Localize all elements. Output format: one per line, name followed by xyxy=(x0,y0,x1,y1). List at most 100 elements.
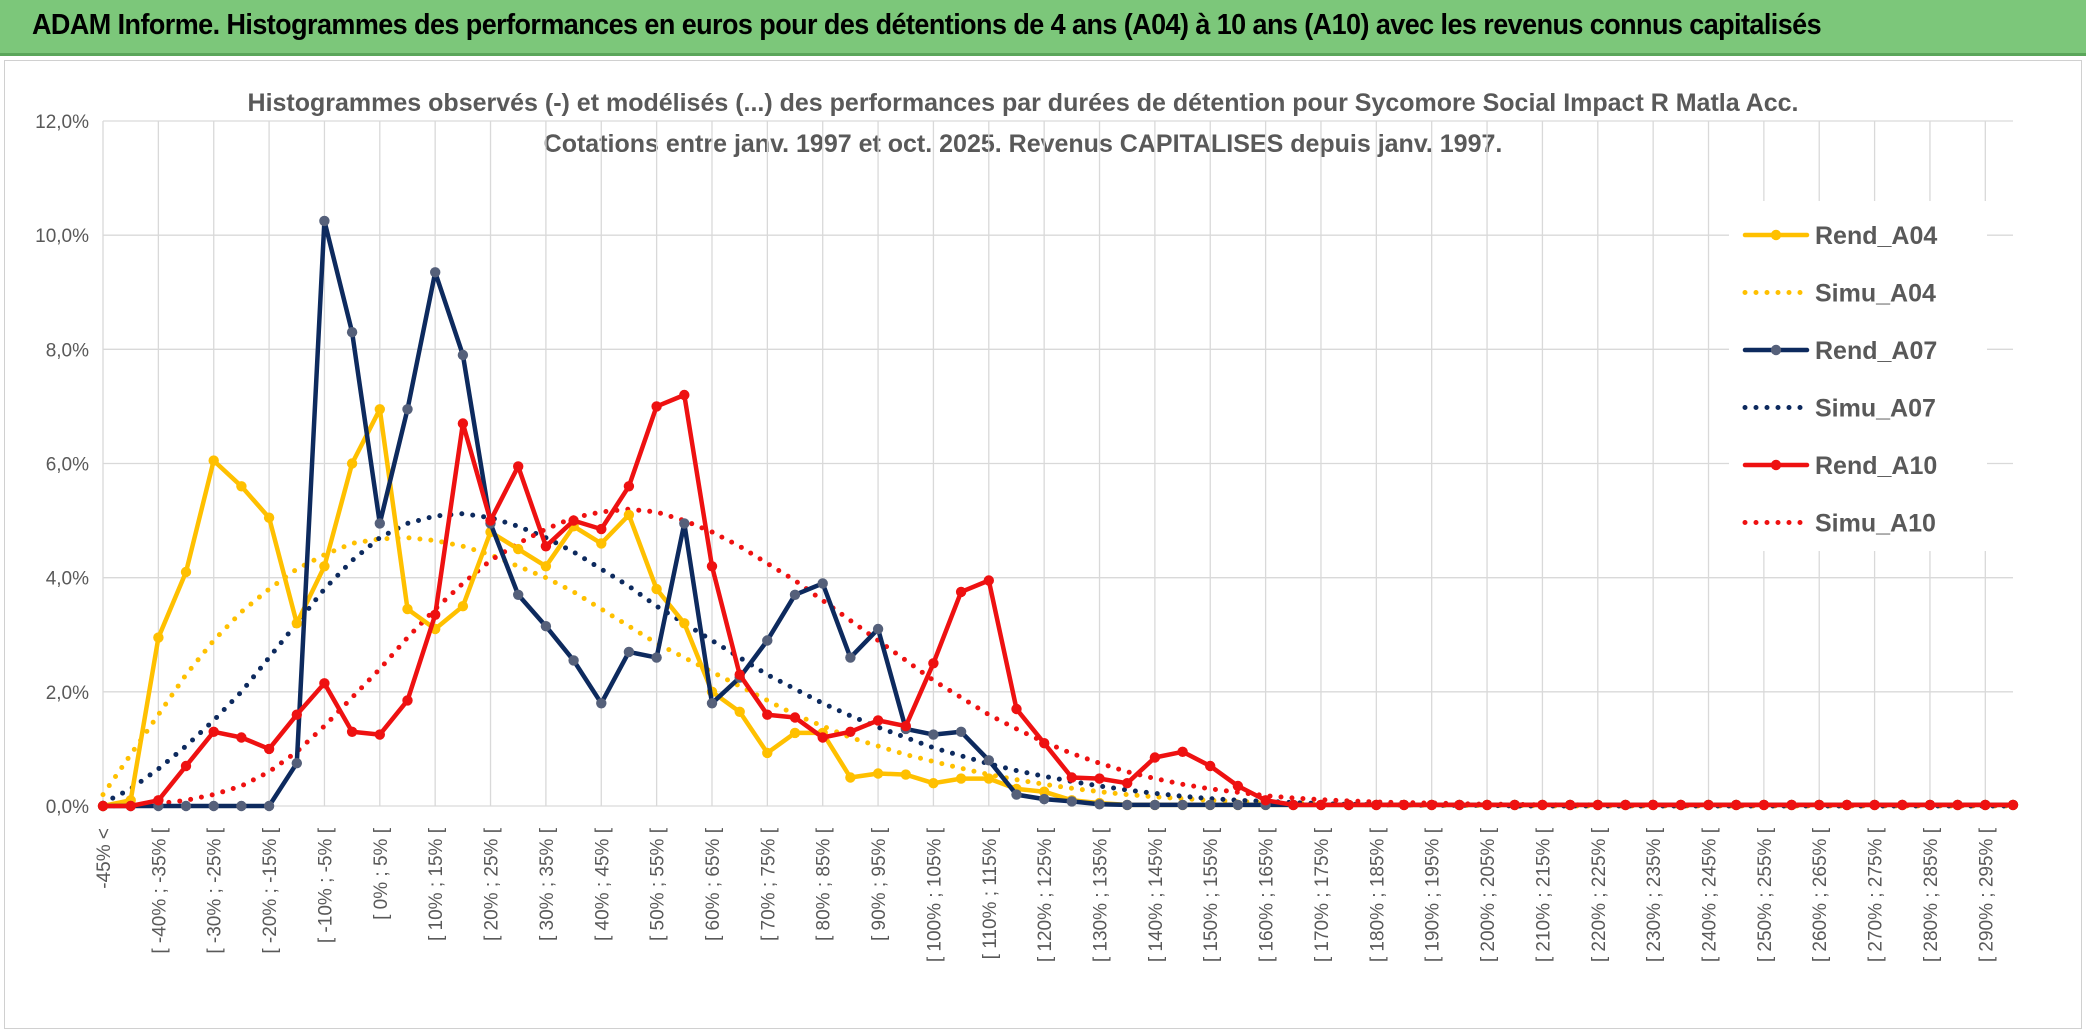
data-point-rend-a07 xyxy=(1122,799,1133,811)
data-point-rend-a10 xyxy=(1315,799,1327,811)
data-point-rend-a04 xyxy=(955,773,967,784)
x-tick-label: [ 270% ; 275% [ xyxy=(1866,827,1887,962)
data-point-rend-a10 xyxy=(2007,799,2019,811)
data-point-rend-a07 xyxy=(955,726,967,737)
data-point-rend-a07 xyxy=(319,215,330,227)
x-tick-label: [ 60% ; 65% [ xyxy=(703,827,724,941)
data-point-rend-a07 xyxy=(1149,799,1161,811)
x-tick-label: [ 280% ; 285% [ xyxy=(1921,827,1942,962)
data-point-rend-a10 xyxy=(762,709,773,720)
legend-marker xyxy=(1770,229,1782,241)
x-tick-label: [ 240% ; 245% [ xyxy=(1700,827,1721,962)
data-point-rend-a04 xyxy=(263,512,275,523)
data-point-rend-a07 xyxy=(789,589,801,600)
data-point-rend-a07 xyxy=(679,518,690,529)
chart-frame: Histogrammes observés (-) et modélisés (… xyxy=(4,60,2082,1029)
data-point-rend-a10 xyxy=(983,575,994,586)
series-line-simu-a04 xyxy=(100,535,2016,809)
data-point-rend-a04 xyxy=(623,509,635,521)
data-point-rend-a10 xyxy=(651,401,662,412)
legend-label: Simu_A10 xyxy=(1815,510,1936,538)
x-tick-label: [ 140% ; 145% [ xyxy=(1146,827,1167,962)
data-point-rend-a10 xyxy=(955,586,967,598)
x-tick-label: [ 20% ; 25% [ xyxy=(482,827,503,941)
legend: Rend_A04 Simu_A04 Rend_A07 Simu_A07 Rend_A10… xyxy=(1729,201,1987,551)
y-tick-label: 8,0% xyxy=(46,340,89,361)
data-point-rend-a10 xyxy=(679,389,690,401)
x-tick-label: [ 190% ; 195% [ xyxy=(1423,827,1444,962)
data-point-rend-a10 xyxy=(900,720,911,732)
data-point-rend-a10 xyxy=(1814,799,1825,811)
data-point-rend-a10 xyxy=(568,515,579,526)
data-point-rend-a10 xyxy=(1924,799,1936,811)
data-point-rend-a10 xyxy=(1620,799,1631,811)
data-point-rend-a04 xyxy=(872,768,884,779)
data-point-rend-a10 xyxy=(125,800,136,812)
data-point-rend-a10 xyxy=(402,695,413,706)
y-tick-label: 12,0% xyxy=(35,112,89,133)
data-point-rend-a07 xyxy=(513,589,524,600)
x-tick-label: [ 160% ; 165% [ xyxy=(1257,827,1278,962)
x-tick-label: [ 70% ; 75% [ xyxy=(758,827,779,941)
data-point-rend-a04 xyxy=(845,772,856,783)
legend-label: Simu_A07 xyxy=(1815,395,1936,423)
x-tick-label: [ 110% ; 115% [ xyxy=(980,827,1001,959)
data-point-rend-a07 xyxy=(928,729,939,740)
x-tick-label: [ 230% ; 235% [ xyxy=(1644,827,1665,962)
data-point-rend-a07 xyxy=(402,404,413,415)
data-point-rend-a10 xyxy=(1343,799,1354,811)
series-line-rend-a10 xyxy=(100,392,2016,809)
data-point-rend-a07 xyxy=(596,698,607,709)
data-point-rend-a10 xyxy=(1980,799,1991,811)
data-point-rend-a04 xyxy=(180,566,192,578)
data-point-rend-a10 xyxy=(1149,752,1161,763)
data-point-rend-a04 xyxy=(402,603,413,615)
x-tick-label: [ 130% ; 135% [ xyxy=(1091,827,1112,962)
x-tick-label: [ 290% ; 295% [ xyxy=(1976,827,1997,962)
data-point-rend-a10 xyxy=(263,743,275,755)
data-point-rend-a10 xyxy=(1481,799,1493,811)
data-point-rend-a10 xyxy=(1371,799,1382,811)
x-tick-label: [ 170% ; 175% [ xyxy=(1312,827,1333,962)
data-point-rend-a04 xyxy=(928,778,939,789)
data-point-rend-a10 xyxy=(1537,799,1548,811)
data-point-rend-a10 xyxy=(928,658,939,669)
data-point-rend-a10 xyxy=(153,795,164,806)
data-point-rend-a04 xyxy=(983,773,994,784)
legend-label: Rend_A10 xyxy=(1815,452,1937,480)
y-tick-label: 6,0% xyxy=(46,455,89,476)
data-point-rend-a10 xyxy=(1509,799,1520,811)
data-point-rend-a10 xyxy=(1177,746,1188,757)
data-point-rend-a10 xyxy=(596,523,607,535)
data-point-rend-a07 xyxy=(568,655,579,666)
data-point-rend-a04 xyxy=(457,601,469,612)
data-point-rend-a10 xyxy=(1952,799,1963,811)
data-point-rend-a10 xyxy=(1398,799,1410,811)
x-tick-label: [ 30% ; 35% [ xyxy=(537,827,558,941)
data-point-rend-a10 xyxy=(1066,772,1078,783)
data-point-rend-a10 xyxy=(291,709,302,720)
x-tick-label: [ -10% ; -5% [ xyxy=(315,827,336,943)
y-tick-label: 2,0% xyxy=(46,683,89,704)
data-point-rend-a07 xyxy=(762,635,773,646)
y-axis: 0,0% 2,0% 4,0% 6,0% 8,0% 10,0% 12,0% xyxy=(35,112,89,818)
x-tick-label: [ -40% ; -35% [ xyxy=(149,827,170,953)
data-point-rend-a04 xyxy=(513,543,524,555)
data-point-rend-a07 xyxy=(872,623,884,635)
data-point-rend-a07 xyxy=(706,698,718,709)
data-point-rend-a04 xyxy=(651,583,662,595)
data-point-rend-a10 xyxy=(1094,773,1105,784)
data-point-rend-a10 xyxy=(1122,778,1133,789)
data-point-rend-a07 xyxy=(1011,789,1022,800)
legend-marker xyxy=(1770,459,1782,471)
data-point-rend-a04 xyxy=(540,561,552,572)
data-point-rend-a07 xyxy=(817,578,828,589)
data-point-rend-a10 xyxy=(513,461,524,472)
data-point-rend-a10 xyxy=(817,732,828,743)
x-tick-label: [ 150% ; 155% [ xyxy=(1201,827,1222,962)
data-point-rend-a04 xyxy=(734,706,745,717)
data-point-rend-a04 xyxy=(208,455,219,466)
data-point-rend-a10 xyxy=(734,669,745,680)
data-point-rend-a10 xyxy=(457,418,469,429)
data-point-rend-a04 xyxy=(153,632,164,643)
